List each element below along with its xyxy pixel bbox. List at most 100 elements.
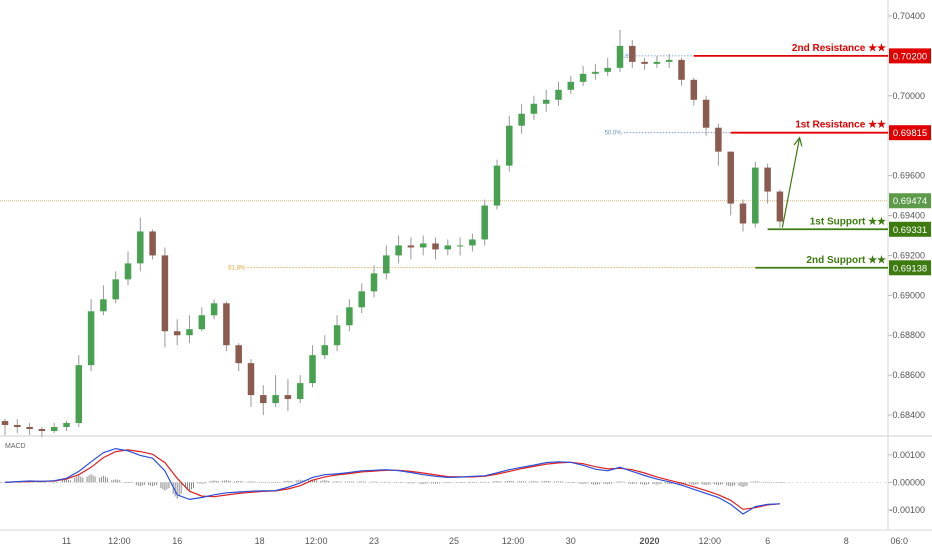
macd-histogram-bar [326, 480, 328, 483]
macd-line [4, 447, 780, 515]
macd-histogram-bar [229, 480, 231, 483]
macd-histogram-bar [451, 482, 453, 483]
macd-histogram-bar [139, 482, 141, 487]
macd-histogram-bar [504, 481, 506, 483]
macd-histogram-bar [62, 480, 63, 483]
macd-histogram-bar [414, 482, 416, 484]
macd-histogram-bar [45, 482, 47, 483]
macd-histogram-bar [443, 482, 445, 483]
time-tick-label: 12:00 [305, 536, 328, 546]
candle-body [764, 167, 771, 192]
macd-histogram-bar [166, 482, 168, 490]
macd-tick-label: 0.00000 [892, 477, 925, 487]
candle-body [1, 421, 9, 426]
macd-histogram-bar [566, 482, 568, 483]
candle-body [161, 255, 169, 332]
macd-histogram-bar [693, 482, 695, 485]
candle-body [346, 307, 353, 326]
candle-body [260, 395, 267, 404]
macd-histogram-bar [457, 482, 459, 483]
macd-histogram-bar [271, 482, 273, 483]
macd-histogram-bar [603, 482, 605, 484]
macd-histogram-bar [299, 479, 301, 483]
macd-histogram-bar [779, 482, 781, 483]
macd-histogram-bar [469, 481, 471, 483]
macd-histogram-bar [685, 482, 686, 484]
macd-histogram-bar [250, 481, 252, 483]
level-badge-resistance-2 [889, 48, 931, 64]
macd-histogram-bar [701, 482, 703, 485]
macd-histogram-bar [486, 481, 488, 483]
level-badge-text-resistance-1: 0.69815 [893, 128, 927, 139]
macd-histogram-bar [473, 481, 475, 483]
candle-body [87, 311, 95, 366]
macd-histogram-bar [178, 482, 180, 497]
macd-histogram-bar [558, 481, 559, 483]
macd-histogram-bar [119, 480, 121, 483]
macd-histogram-bar [254, 481, 256, 483]
macd-histogram-bar [654, 482, 656, 485]
candle-body [370, 273, 378, 292]
macd-histogram-bar [615, 481, 617, 483]
candle-body [75, 365, 83, 424]
macd-histogram-bar [127, 482, 129, 484]
macd-histogram-bar [537, 481, 539, 483]
macd-histogram-bar [582, 482, 584, 485]
candle-body [223, 303, 230, 346]
macd-histogram-bar [264, 481, 266, 483]
candle-body [14, 425, 21, 428]
grid-layer [0, 0, 932, 531]
candle-body [702, 99, 710, 128]
macd-histogram-bar [658, 482, 660, 485]
macd-histogram-bar [471, 481, 473, 483]
macd-histogram-bar [322, 480, 324, 483]
macd-histogram-bar [70, 480, 71, 483]
price-tick-label: 0.69600 [892, 171, 925, 181]
time-tick-label: 30 [566, 536, 576, 546]
candle-body [38, 429, 46, 432]
candle-body [100, 299, 107, 312]
macd-histogram-bar [728, 482, 730, 486]
macd-histogram-bar [37, 482, 39, 483]
macd-histogram-bar [375, 481, 377, 483]
macd-histogram-bar [627, 482, 629, 484]
macd-histogram-bar [740, 482, 742, 487]
macd-histogram-bar [213, 480, 215, 483]
macd-histogram-bar [334, 481, 336, 483]
macd-histogram-bar [570, 482, 572, 483]
macd-histogram-bar [90, 474, 92, 483]
candle-body [137, 231, 144, 264]
candle-body [432, 243, 439, 250]
level-badge-text-support-2: 0.69138 [893, 263, 927, 274]
macd-histogram-bar [596, 482, 598, 485]
candle-body [456, 245, 464, 247]
candle-body [518, 113, 525, 126]
macd-histogram-bar [287, 480, 289, 483]
price-tick-label: 0.68600 [892, 370, 925, 380]
macd-histogram-bar [273, 482, 275, 483]
macd-histogram-bar [346, 481, 348, 483]
candle-body [309, 355, 316, 384]
macd-histogram-bar [670, 482, 672, 484]
macd-histogram-bar [49, 481, 51, 483]
forecast-arrow-head [793, 136, 803, 147]
price-tick-label: 0.68400 [892, 410, 925, 420]
macd-histogram-bar [291, 481, 293, 483]
macd-histogram-bar [240, 481, 242, 483]
macd-histogram-bar [193, 482, 194, 489]
candle-body [186, 329, 193, 336]
macd-histogram-bar [150, 482, 152, 486]
macd-histogram-bar [580, 482, 582, 484]
price-tick-label: 0.69400 [892, 211, 925, 221]
macd-histogram-bar [422, 482, 424, 485]
macd-histogram-bar [113, 479, 115, 483]
forecast-arrow-shaft [781, 137, 801, 228]
macd-histogram-bar [352, 481, 354, 483]
macd-histogram-bar [572, 482, 574, 483]
macd-histogram-bar [707, 482, 709, 485]
macd-histogram-bar [691, 482, 693, 485]
candle-body [727, 151, 734, 204]
macd-histogram-bar [754, 481, 756, 483]
macd-histogram-bar [689, 482, 691, 485]
time-tick-label: 6 [765, 536, 770, 546]
